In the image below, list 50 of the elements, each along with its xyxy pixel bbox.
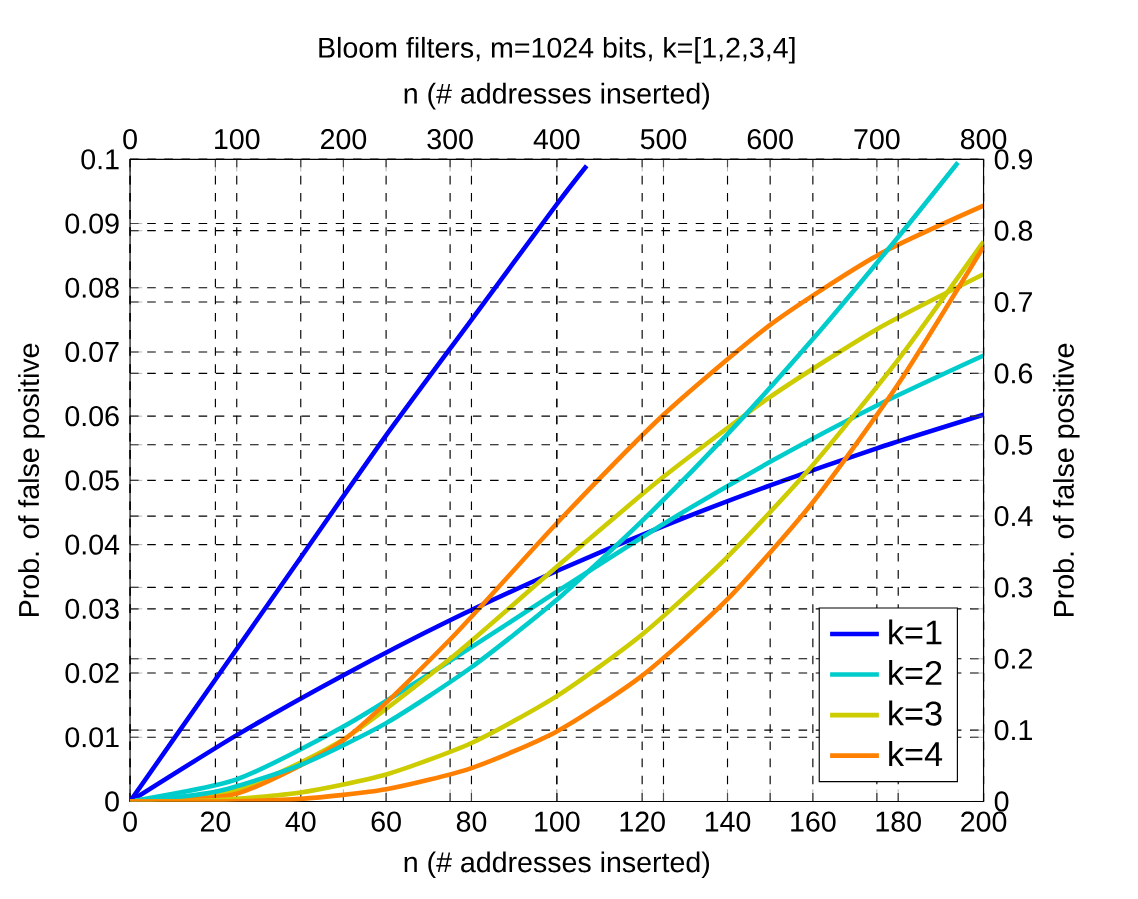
x-tick-label: 20: [200, 811, 231, 832]
x-tick-label: 0: [123, 129, 137, 150]
y-tick-label: 0.9: [994, 149, 1033, 170]
x-axis-title: n (# addresses inserted): [404, 82, 709, 110]
x-tick-label: 120: [620, 811, 665, 832]
x-tick-label: 700: [854, 129, 900, 150]
y-tick-label: 0.8: [994, 220, 1033, 241]
y-tick-label: 0.5: [994, 434, 1033, 455]
y-tick-label: 0.06: [65, 406, 119, 427]
x-tick-label: 500: [640, 129, 687, 150]
y-tick-label: 0.1: [81, 149, 119, 170]
x-tick-label: 40: [285, 811, 316, 832]
y-tick-label: 0.03: [65, 598, 119, 619]
y-tick-label: 0: [105, 791, 119, 812]
x-tick-label: 600: [747, 129, 793, 150]
x-tick-label: 100: [535, 811, 580, 832]
y-tick-label: 0.3: [994, 577, 1033, 598]
x-axis-title: n (# addresses inserted): [404, 851, 710, 879]
x-tick-label: 200: [321, 129, 367, 150]
x-tick-label: 400: [533, 129, 580, 150]
x-tick-label: 80: [456, 811, 487, 832]
y-axis-title: Prob. of false positive: [18, 343, 45, 616]
y-tick-label: 0.01: [65, 727, 119, 748]
x-tick-label: 800: [960, 129, 1007, 150]
y-tick-label: 0.04: [65, 534, 120, 555]
x-tick-label: 180: [876, 811, 921, 832]
legend-label: k=1: [889, 619, 942, 645]
x-tick-label: 140: [705, 811, 751, 832]
y-tick-label: 0.07: [65, 341, 119, 363]
y-tick-label: 0.7: [994, 291, 1032, 313]
chart-title: Bloom filters, m=1024 bits, k=[1,2,3,4]: [319, 36, 795, 64]
x-tick-label: 100: [215, 129, 260, 150]
y-tick-label: 0.2: [994, 648, 1032, 669]
x-tick-label: 300: [427, 129, 473, 150]
legend-label: k=4: [889, 741, 943, 766]
x-tick-label: 160: [791, 811, 836, 832]
y-tick-label: 0.4: [994, 505, 1033, 527]
y-tick-label: 0: [994, 791, 1009, 812]
y-tick-label: 0.09: [65, 213, 119, 234]
x-tick-label: 60: [371, 811, 401, 832]
y-tick-label: 0.1: [994, 720, 1032, 741]
y-tick-label: 0.05: [65, 470, 119, 491]
y-tick-label: 0.02: [65, 662, 119, 684]
y-axis-title: Prob. of false positive: [1052, 343, 1080, 616]
legend-label: k=2: [889, 659, 942, 685]
x-tick-label: 200: [961, 811, 1007, 832]
y-tick-label: 0.6: [994, 363, 1033, 384]
x-tick-label: 0: [123, 811, 137, 832]
y-tick-label: 0.08: [65, 277, 119, 298]
legend-label: k=3: [889, 700, 942, 726]
